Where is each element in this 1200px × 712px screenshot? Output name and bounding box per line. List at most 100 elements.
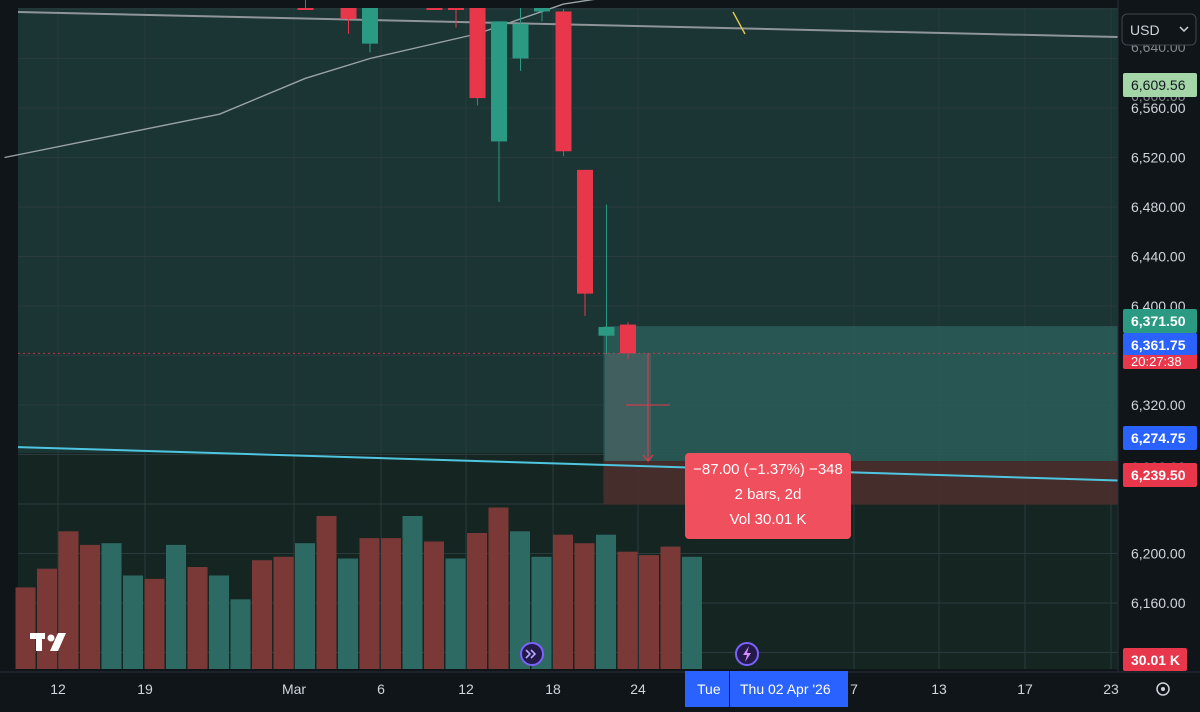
price-tick-label: 6,440.00 bbox=[1131, 249, 1186, 265]
volume-bar bbox=[402, 516, 423, 669]
time-label: 12 bbox=[50, 681, 66, 697]
candle-body[interactable] bbox=[362, 8, 378, 44]
event-marker-lightning[interactable] bbox=[735, 642, 759, 666]
crosshair-day-badge bbox=[685, 671, 729, 707]
candle-body[interactable] bbox=[340, 8, 357, 19]
volume-bar bbox=[510, 531, 530, 669]
event-marker-forward[interactable] bbox=[520, 642, 544, 666]
crosshair-date: Thu 02 Apr '26 bbox=[740, 681, 831, 697]
volume-bar bbox=[230, 599, 251, 669]
measure-tooltip: −87.00 (−1.37%) −348 2 bars, 2d Vol 30.0… bbox=[685, 453, 851, 539]
logo-stem bbox=[36, 633, 42, 651]
candle-body[interactable] bbox=[555, 11, 572, 152]
bid-badge-text: 6,371.50 bbox=[1131, 313, 1186, 329]
volume-bar bbox=[359, 538, 380, 669]
volume-bar bbox=[123, 575, 143, 669]
take-profit-zone[interactable] bbox=[603, 326, 1119, 461]
measure-change: −87.00 (−1.37%) −348 bbox=[693, 461, 843, 478]
tradingview-logo[interactable] bbox=[30, 633, 66, 651]
volume-bar bbox=[467, 533, 487, 669]
time-scale[interactable] bbox=[0, 672, 1200, 707]
forward-event-icon[interactable] bbox=[520, 642, 544, 666]
logo-dot bbox=[47, 634, 55, 642]
candle-body[interactable] bbox=[512, 23, 529, 59]
target-badge bbox=[1123, 426, 1197, 450]
candle-body[interactable] bbox=[491, 21, 507, 142]
candle-body[interactable] bbox=[297, 8, 314, 10]
price-badges: 6,609.56 6,371.50 6,361.75 20:27:38 6,27… bbox=[1123, 73, 1197, 671]
volume-bar bbox=[273, 556, 294, 669]
time-label: 12 bbox=[458, 681, 474, 697]
last-price-highlight bbox=[1123, 333, 1197, 355]
time-label: 17 bbox=[1017, 681, 1033, 697]
candle-body[interactable] bbox=[469, 8, 486, 99]
volume-bar bbox=[553, 534, 573, 669]
gear-icon-hub bbox=[1161, 687, 1165, 691]
target-badge-text: 6,274.75 bbox=[1131, 430, 1186, 446]
volume-bar bbox=[596, 534, 616, 669]
lightning-glyph bbox=[743, 646, 751, 662]
volume-bar bbox=[424, 541, 444, 669]
time-label: 24 bbox=[630, 681, 646, 697]
trendline[interactable] bbox=[17, 446, 1119, 482]
time-label: 7 bbox=[850, 681, 858, 697]
candle-body[interactable] bbox=[426, 8, 443, 10]
forward-glyph bbox=[525, 649, 537, 659]
crosshair-date-label: Tue Thu 02 Apr '26 bbox=[685, 671, 848, 707]
volume-bar bbox=[295, 543, 315, 669]
currency-selector-box[interactable] bbox=[1121, 13, 1197, 46]
candle-body[interactable] bbox=[534, 8, 550, 12]
crosshair-day: Tue bbox=[697, 681, 721, 697]
yellow-drawing-mark[interactable] bbox=[732, 11, 746, 35]
measure-bars: 2 bars, 2d bbox=[735, 486, 802, 503]
price-tick-label: 6,480.00 bbox=[1131, 199, 1186, 215]
time-labels: 12 19 Mar 6 12 18 24 7 13 17 23 bbox=[50, 681, 1119, 697]
volume-bar bbox=[166, 544, 186, 669]
price-tick-label: 6,160.00 bbox=[1131, 595, 1186, 611]
volume-bar bbox=[144, 578, 165, 669]
volume-bar bbox=[531, 556, 552, 669]
volume-badge bbox=[1123, 648, 1187, 671]
crosshair-date-badge bbox=[730, 671, 848, 707]
price-tick-label: 6,560.00 bbox=[1131, 100, 1186, 116]
volume-bar bbox=[58, 531, 79, 669]
time-label: 19 bbox=[137, 681, 153, 697]
measure-arrow-head bbox=[642, 454, 654, 462]
volume-bar bbox=[316, 516, 337, 669]
volume-bar bbox=[15, 587, 36, 669]
volume-bar bbox=[338, 558, 358, 669]
stop-badge bbox=[1123, 463, 1197, 487]
volume-badge-text: 30.01 K bbox=[1131, 652, 1180, 668]
volume-bar bbox=[445, 558, 466, 669]
measure-range-box bbox=[605, 353, 651, 461]
volume-bar bbox=[682, 556, 702, 669]
currency-selector[interactable]: USD bbox=[1121, 13, 1197, 46]
price-tick-label: 6,520.00 bbox=[1131, 150, 1186, 166]
moving-average-line[interactable] bbox=[4, 0, 693, 159]
volume-bar bbox=[639, 555, 659, 669]
time-label: 23 bbox=[1103, 681, 1119, 697]
candle-body[interactable] bbox=[620, 324, 636, 354]
volume-bar bbox=[660, 546, 681, 669]
measure-volume: Vol 30.01 K bbox=[730, 511, 807, 528]
gear-icon[interactable] bbox=[1156, 682, 1170, 696]
volume-bar bbox=[187, 567, 208, 669]
volume-bar bbox=[488, 507, 509, 669]
scale-settings-button[interactable] bbox=[1156, 682, 1170, 696]
candle-body[interactable] bbox=[448, 8, 464, 10]
currency-label: USD bbox=[1130, 22, 1160, 38]
last-price-text: 6,361.75 bbox=[1131, 337, 1186, 353]
volume-bar bbox=[80, 544, 100, 669]
candle-body[interactable] bbox=[577, 169, 593, 294]
candle-body[interactable] bbox=[598, 327, 615, 336]
volume-bar bbox=[101, 543, 122, 669]
volume-bar bbox=[209, 575, 229, 669]
volume-bar bbox=[37, 568, 57, 669]
countdown-text: 20:27:38 bbox=[1131, 354, 1182, 369]
time-label-month: Mar bbox=[282, 681, 306, 697]
price-tick-label: 6,200.00 bbox=[1131, 546, 1186, 562]
volume-bar bbox=[381, 538, 401, 669]
price-tick-label: 6,320.00 bbox=[1131, 397, 1186, 413]
